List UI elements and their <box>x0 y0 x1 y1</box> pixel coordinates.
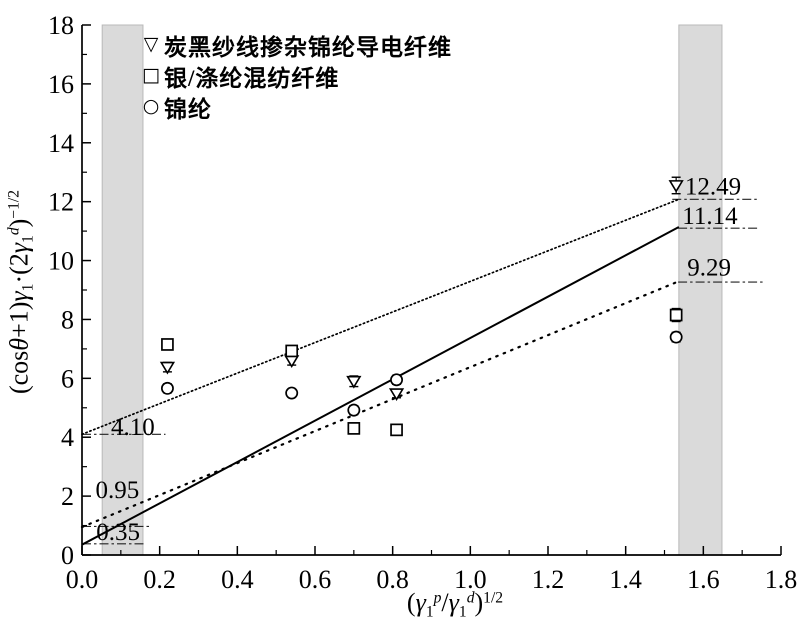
axis-title-fragment: p <box>433 589 442 607</box>
annotation-label: 0.35 <box>96 519 140 546</box>
annotation-label: 11.14 <box>682 203 738 230</box>
highlight-band <box>101 24 144 556</box>
axis-title-fragment: (cos <box>4 350 34 395</box>
axis-title-fragment: 1 <box>458 603 467 621</box>
axis-title-fragment: d <box>466 589 475 607</box>
axis-title-fragment: d <box>5 227 23 236</box>
legend-item-label: 银/涤纶混纺纤维 <box>164 65 340 91</box>
data-point-square <box>161 338 174 351</box>
legend-item: ▽ 炭黑纱线掺杂锦纶导电纤维 <box>138 29 452 60</box>
square-legend-marker-icon: □ <box>142 64 160 86</box>
data-point-triangle <box>159 361 176 375</box>
axis-title-fragment: ) <box>4 218 34 228</box>
axis-title-fragment: +1) <box>4 301 34 338</box>
x-tick-label: 0.6 <box>299 565 332 594</box>
x-tick-label: 0.8 <box>376 565 409 594</box>
axis-title-fragment: −1/2 <box>5 189 23 219</box>
axis-title-fragment: 1 <box>19 283 37 292</box>
axis-title-fragment: ) <box>474 588 484 617</box>
data-point-circle <box>347 403 361 417</box>
y-axis-title: (cosθ+1)γ1·(2γ1d)−1/2 <box>4 190 37 394</box>
annotation-label: 9.29 <box>687 254 731 281</box>
x-tick-label: 1.8 <box>765 565 798 594</box>
legend: ▽ 炭黑纱线掺杂锦纶导电纤维 □ 银/涤纶混纺纤维 ○ 锦纶 <box>138 29 452 122</box>
x-tick-label: 1.0 <box>454 565 487 594</box>
data-point-square <box>390 423 403 437</box>
y-tick-label: 6 <box>61 364 74 393</box>
legend-item-label: 炭黑纱线掺杂锦纶导电纤维 <box>164 34 452 60</box>
data-point-square <box>669 308 683 322</box>
legend-item: □ 银/涤纶混纺纤维 <box>138 60 452 91</box>
y-tick-label: 12 <box>48 188 74 217</box>
axis-title-fragment: 1 <box>19 235 37 243</box>
axis-title-fragment: θ <box>4 337 34 351</box>
data-point-triangle <box>388 388 405 402</box>
x-tick-label: 0.4 <box>221 565 254 594</box>
data-point-square <box>347 422 361 435</box>
data-point-triangle <box>668 180 684 193</box>
axis-title-fragment: γ <box>415 588 426 617</box>
legend-item: ○ 锦纶 <box>138 91 452 122</box>
data-point-circle <box>160 381 174 395</box>
y-tick-label: 2 <box>61 482 74 511</box>
data-point-circle <box>390 373 403 387</box>
axis-title-fragment: ·(2 <box>4 253 34 284</box>
data-point-square <box>285 344 299 358</box>
axis-title-fragment: γ <box>448 588 459 617</box>
axis-title-fragment: γ <box>4 242 34 254</box>
axis-title-fragment: / <box>441 588 449 617</box>
data-point-circle <box>285 386 299 400</box>
axis-title-fragment: γ <box>4 291 34 302</box>
fit-line-nylon-fit <box>80 280 679 529</box>
y-tick-label: 14 <box>48 129 74 158</box>
x-axis-title: (γ1p/γ1d)1/2 <box>407 588 503 621</box>
axis-title-fragment: 1/2 <box>483 589 504 607</box>
y-tick-label: 10 <box>48 247 74 276</box>
circle-legend-marker-icon: ○ <box>142 95 160 117</box>
data-point-triangle <box>346 375 362 389</box>
data-point-circle <box>669 330 683 344</box>
x-tick-label: 1.4 <box>609 565 642 594</box>
fit-line-conductive-fit <box>81 198 680 436</box>
annotation-label: 0.95 <box>95 477 139 504</box>
annotation-label: 12.49 <box>685 173 741 200</box>
y-tick-label: 18 <box>48 11 74 40</box>
legend-item-label: 锦纶 <box>164 96 212 122</box>
x-tick-label: 1.6 <box>687 565 720 594</box>
triangle-down-legend-marker-icon: ▽ <box>143 33 159 55</box>
x-tick-label: 0.0 <box>66 565 99 594</box>
axis-title-fragment: 1 <box>425 603 434 621</box>
y-tick-label: 16 <box>48 70 74 99</box>
highlight-band <box>678 24 723 556</box>
y-tick-label: 0 <box>61 541 74 570</box>
x-tick-label: 0.2 <box>143 565 176 594</box>
axis-title-fragment: ( <box>406 588 416 617</box>
y-tick-label: 4 <box>61 423 74 452</box>
annotation-label: 4.10 <box>111 414 155 441</box>
x-tick-label: 1.2 <box>532 565 565 594</box>
fit-line-silver-polyester-fit <box>81 226 680 546</box>
y-tick-label: 8 <box>61 305 74 334</box>
